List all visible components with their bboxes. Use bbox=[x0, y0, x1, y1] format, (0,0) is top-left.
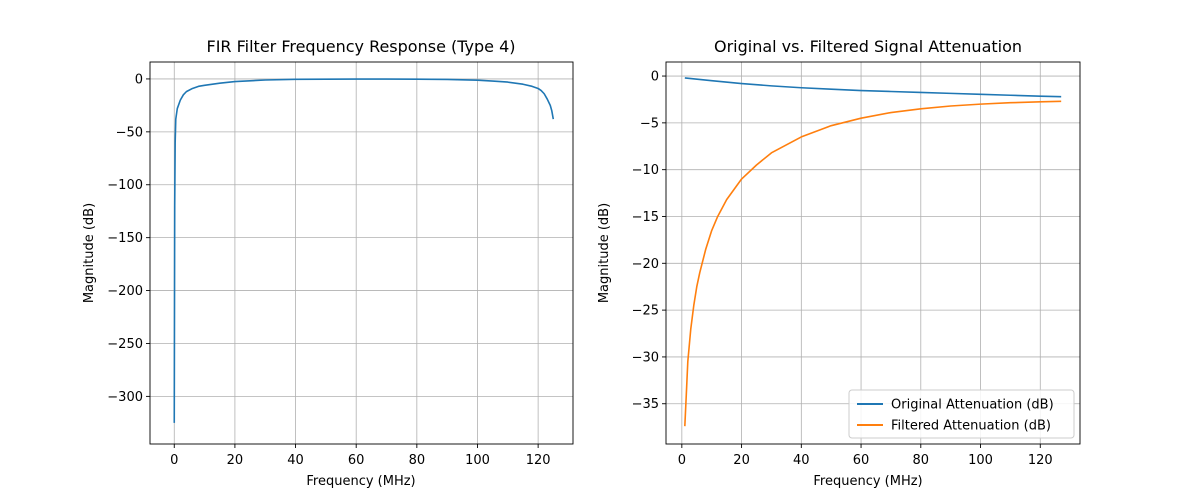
y-tick-label: −150 bbox=[107, 231, 143, 246]
y-tick-label: −200 bbox=[107, 284, 143, 299]
y-tick-label: −100 bbox=[107, 178, 143, 193]
right-y-axis-label: Magnitude (dB) bbox=[597, 203, 612, 303]
x-tick-label: 100 bbox=[968, 453, 993, 468]
y-tick-label: −25 bbox=[632, 304, 659, 319]
y-tick-label: −5 bbox=[640, 116, 659, 131]
x-tick-label: 60 bbox=[348, 453, 365, 468]
y-tick-label: −50 bbox=[116, 125, 143, 140]
y-tick-label: −35 bbox=[632, 397, 659, 412]
y-tick-label: −10 bbox=[632, 163, 659, 178]
left-subplot: FIR Filter Frequency Response (Type 4) F… bbox=[82, 37, 574, 489]
legend-box bbox=[848, 389, 1075, 439]
legend-entry-label: Filtered Attenuation (dB) bbox=[891, 419, 1051, 434]
y-tick-label: −300 bbox=[107, 390, 143, 405]
x-tick-label: 100 bbox=[465, 453, 490, 468]
legend-entry-label: Original Attenuation (dB) bbox=[891, 398, 1054, 413]
series-line-0 bbox=[173, 78, 555, 423]
x-tick-label: 20 bbox=[227, 453, 244, 468]
x-tick-label: 80 bbox=[913, 453, 930, 468]
x-tick-label: 0 bbox=[170, 453, 178, 468]
left-plot-title: FIR Filter Frequency Response (Type 4) bbox=[206, 37, 515, 56]
right-subplot: Original vs. Filtered Signal Attenuation… bbox=[597, 37, 1081, 489]
y-tick-label: −20 bbox=[632, 257, 659, 272]
y-tick-label: 0 bbox=[135, 72, 143, 87]
x-tick-label: 80 bbox=[409, 453, 426, 468]
x-tick-label: 20 bbox=[733, 453, 750, 468]
y-tick-label: −250 bbox=[107, 337, 143, 352]
plot-frame bbox=[149, 61, 574, 445]
plot-frame bbox=[665, 61, 1081, 445]
x-tick-label: 40 bbox=[793, 453, 810, 468]
y-tick-label: −30 bbox=[632, 350, 659, 365]
series-line-0 bbox=[684, 77, 1062, 98]
x-tick-label: 120 bbox=[526, 453, 551, 468]
x-tick-label: 120 bbox=[1028, 453, 1053, 468]
right-plot-title: Original vs. Filtered Signal Attenuation bbox=[714, 37, 1022, 56]
left-y-axis-label: Magnitude (dB) bbox=[82, 203, 97, 303]
x-tick-label: 0 bbox=[678, 453, 686, 468]
x-tick-label: 60 bbox=[853, 453, 870, 468]
y-tick-label: 0 bbox=[651, 70, 659, 85]
series-line-1 bbox=[684, 100, 1062, 427]
legend: Original Attenuation (dB) Filtered Attenu… bbox=[848, 389, 1075, 439]
right-x-axis-label: Frequency (MHz) bbox=[813, 474, 922, 489]
y-tick-label: −15 bbox=[632, 210, 659, 225]
left-x-axis-label: Frequency (MHz) bbox=[306, 474, 415, 489]
x-tick-label: 40 bbox=[287, 453, 304, 468]
